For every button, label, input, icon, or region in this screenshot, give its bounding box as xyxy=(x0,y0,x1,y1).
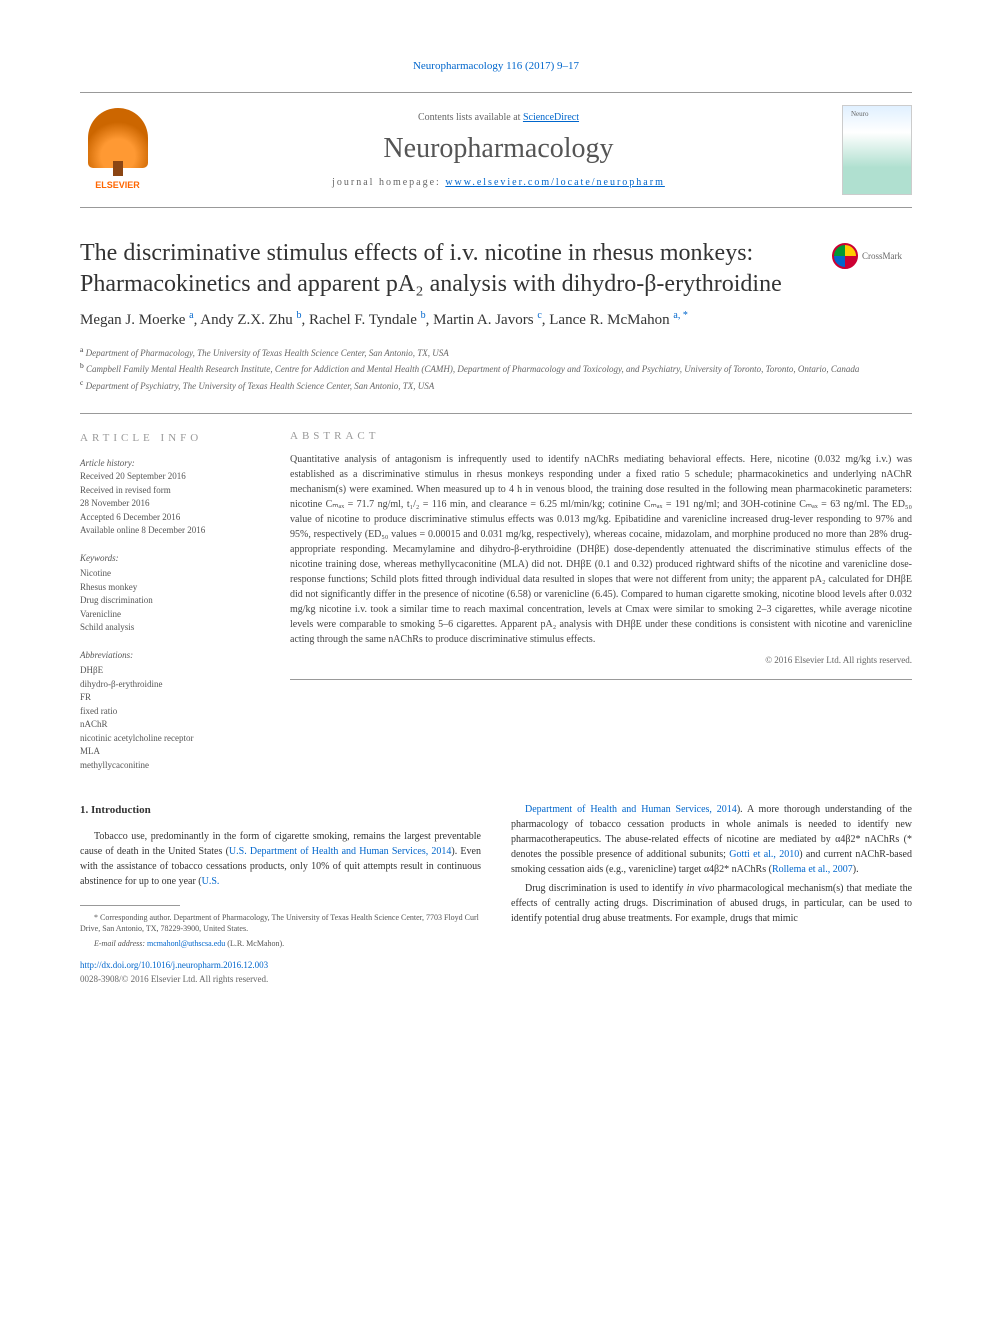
crossmark-icon xyxy=(832,243,858,269)
body-paragraph: Drug discrimination is used to identify … xyxy=(511,881,912,926)
abstract-copyright: © 2016 Elsevier Ltd. All rights reserved… xyxy=(290,655,912,665)
issn-copyright: 0028-3908/© 2016 Elsevier Ltd. All right… xyxy=(80,973,481,987)
history-line: Accepted 6 December 2016 xyxy=(80,511,260,525)
body-paragraph: Tobacco use, predominantly in the form o… xyxy=(80,829,481,889)
journal-name: Neuropharmacology xyxy=(155,133,842,165)
email-footnote: E-mail address: mcmahonl@uthscsa.edu (L.… xyxy=(80,938,481,949)
article-title: The discriminative stimulus effects of i… xyxy=(80,238,822,300)
authors-list: Megan J. Moerke a, Andy Z.X. Zhu b, Rach… xyxy=(80,308,912,332)
abstract-column: ABSTRACT Quantitative analysis of antago… xyxy=(290,430,912,772)
journal-header: ELSEVIER Contents lists available at Sci… xyxy=(80,92,912,208)
abbreviation: nicotinic acetylcholine receptor xyxy=(80,732,260,746)
crossmark-badge[interactable]: CrossMark xyxy=(832,243,912,269)
keyword: Schild analysis xyxy=(80,621,260,635)
abstract-text: Quantitative analysis of antagonism is i… xyxy=(290,452,912,647)
body-paragraph: Department of Health and Human Services,… xyxy=(511,802,912,877)
keyword: Nicotine xyxy=(80,567,260,581)
body-column-right: Department of Health and Human Services,… xyxy=(511,802,912,986)
elsevier-logo[interactable]: ELSEVIER xyxy=(80,108,155,193)
email-link[interactable]: mcmahonl@uthscsa.edu xyxy=(147,939,225,948)
body-column-left: 1. Introduction Tobacco use, predominant… xyxy=(80,802,481,986)
article-info-label: ARTICLE INFO xyxy=(80,430,260,447)
crossmark-label: CrossMark xyxy=(862,251,902,261)
elsevier-tree-icon xyxy=(88,108,148,168)
abbreviation: FR xyxy=(80,691,260,705)
homepage-line: journal homepage: www.elsevier.com/locat… xyxy=(155,177,842,188)
homepage-link[interactable]: www.elsevier.com/locate/neuropharm xyxy=(445,177,665,188)
keyword: Drug discrimination xyxy=(80,594,260,608)
keyword: Rhesus monkey xyxy=(80,581,260,595)
affiliation-line: a Department of Pharmacology, The Univer… xyxy=(80,344,912,361)
history-line: Received in revised form xyxy=(80,484,260,498)
email-suffix: (L.R. McMahon). xyxy=(225,939,284,948)
affiliation-line: b Campbell Family Mental Health Research… xyxy=(80,360,912,377)
history-line: 28 November 2016 xyxy=(80,497,260,511)
email-label: E-mail address: xyxy=(94,939,147,948)
abstract-label: ABSTRACT xyxy=(290,430,912,442)
introduction-heading: 1. Introduction xyxy=(80,802,481,819)
abstract-divider xyxy=(290,679,912,680)
abbreviation: fixed ratio xyxy=(80,705,260,719)
journal-citation[interactable]: Neuropharmacology 116 (2017) 9–17 xyxy=(80,60,912,72)
journal-cover-thumbnail[interactable] xyxy=(842,105,912,195)
homepage-prefix: journal homepage: xyxy=(332,177,445,188)
abbreviation: MLA xyxy=(80,745,260,759)
abbreviation: DHβE xyxy=(80,664,260,678)
history-label: Article history: xyxy=(80,458,135,468)
footnote-separator xyxy=(80,905,180,906)
affiliations: a Department of Pharmacology, The Univer… xyxy=(80,344,912,394)
abbreviation: nAChR xyxy=(80,718,260,732)
history-line: Available online 8 December 2016 xyxy=(80,524,260,538)
contents-available-line: Contents lists available at ScienceDirec… xyxy=(155,112,842,123)
sciencedirect-link[interactable]: ScienceDirect xyxy=(523,112,579,123)
abbreviation: dihydro-β-erythroidine xyxy=(80,678,260,692)
elsevier-label: ELSEVIER xyxy=(95,180,140,190)
abbrev-label: Abbreviations: xyxy=(80,649,260,663)
corresponding-author-footnote: * Corresponding author. Department of Ph… xyxy=(80,912,481,934)
keywords-label: Keywords: xyxy=(80,552,260,566)
article-info-column: ARTICLE INFO Article history: Received 2… xyxy=(80,430,260,772)
contents-text: Contents lists available at xyxy=(418,112,523,123)
abbreviation: methyllycaconitine xyxy=(80,759,260,773)
history-line: Received 20 September 2016 xyxy=(80,470,260,484)
doi-link[interactable]: http://dx.doi.org/10.1016/j.neuropharm.2… xyxy=(80,959,481,973)
affiliation-line: c Department of Psychiatry, The Universi… xyxy=(80,377,912,394)
keyword: Varenicline xyxy=(80,608,260,622)
